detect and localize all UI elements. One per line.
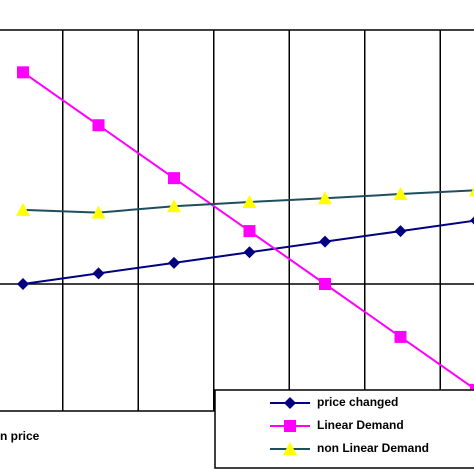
legend-marker	[284, 420, 296, 432]
marker	[394, 225, 407, 238]
marker	[243, 246, 256, 259]
legend	[214, 389, 474, 469]
legend-marker	[283, 442, 297, 455]
marker	[243, 225, 256, 238]
legend-label: Linear Demand	[317, 418, 404, 432]
marker	[470, 216, 474, 225]
legend-label: non Linear Demand	[317, 441, 429, 455]
marker	[17, 278, 29, 290]
marker	[469, 187, 474, 197]
legend-marker	[284, 397, 296, 409]
legend-label: price changed	[317, 395, 398, 409]
marker	[16, 202, 30, 216]
marker	[242, 194, 257, 208]
marker	[394, 330, 407, 343]
marker	[167, 199, 181, 213]
marker	[92, 267, 105, 280]
marker	[319, 278, 331, 290]
plot	[16, 66, 474, 396]
marker	[92, 119, 105, 132]
marker	[168, 256, 180, 269]
marker	[393, 187, 408, 201]
marker	[17, 66, 29, 79]
marker	[318, 191, 332, 205]
marker	[91, 205, 106, 219]
marker	[168, 172, 180, 185]
marker	[319, 235, 331, 248]
x-axis-label: n price	[0, 429, 40, 443]
